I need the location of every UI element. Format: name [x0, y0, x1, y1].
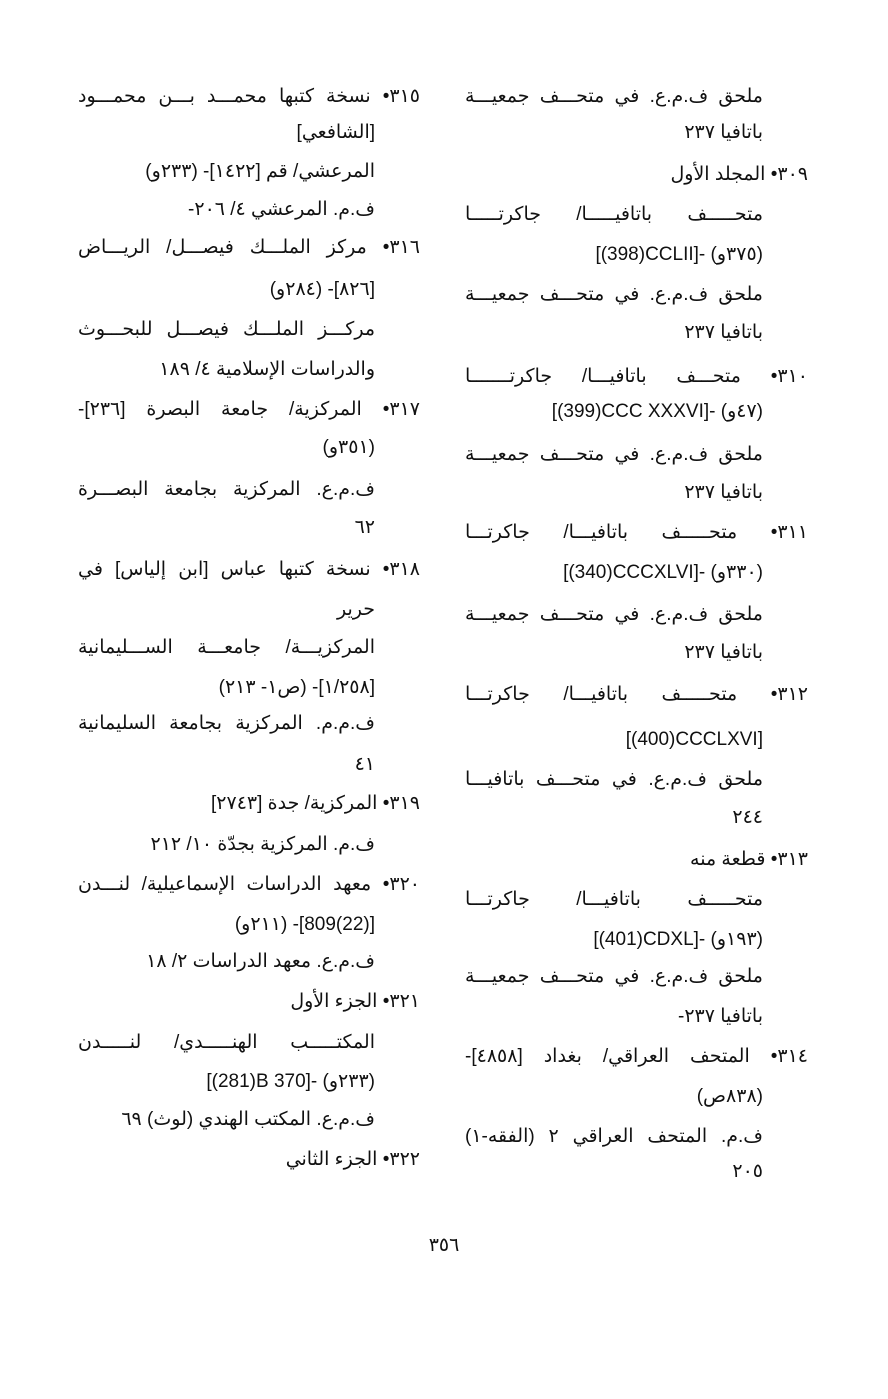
entry-text-line: متحـــــف باتافيـــــا/ جاكرتـــــا — [465, 204, 763, 225]
entry-text-line: [(400)CCCLXVI] — [625, 729, 763, 750]
entry-text-line: ف.م. المركزية بجدّة ١٠/ ٢١٢ — [150, 834, 375, 855]
entry-heading-line: ٣٠٩• المجلد الأول — [670, 164, 808, 185]
entry-text-line: ملحق ف.م.ع. في متحـــف جمعيـــة — [465, 284, 763, 305]
entry-text-line: ملحق ف.م.ع. في متحـــف باتافيـــا — [465, 769, 763, 790]
entry-text-line: ٢٠٥ — [732, 1161, 763, 1182]
entry-text-line: والدراسات الإسلامية ٤/ ١٨٩ — [159, 359, 375, 380]
entry-text-line: ٦٢ — [354, 517, 375, 538]
entry-heading-line: ٣١٤• المتحف العراقي/ بغداد [٤٨٥٨]- — [465, 1046, 808, 1067]
entry-text-line: ٤١ — [354, 754, 375, 775]
entry-text-line: ملحق ف.م.ع. في متحـــف جمعيـــة — [465, 86, 763, 107]
entry-text-line: ملحق ف.م.ع. في متحـــف جمعيـــة — [465, 444, 763, 465]
entry-text-line: ف.م. المرعشي ٤/ ٢٠٦- — [188, 199, 375, 220]
entry-text-line: متحـــــف باتافيـــا/ جاكرتـــا — [465, 889, 763, 910]
entry-text-line: حرير — [337, 599, 375, 620]
entry-text-line: المرعشي/ قم [١٤٢٢]- (٢٣٣و) — [145, 161, 375, 182]
entry-text-line: المكتـــــب الهنـــــدي/ لنـــــدن — [78, 1032, 375, 1053]
entry-heading-line: ٣١٥• نسخة كتبها محمـــد بـــن محمـــود — [78, 86, 420, 107]
entry-heading-line: ٣٢١• الجزء الأول — [290, 991, 420, 1012]
entry-text-line: باتافيا ٢٣٧ — [684, 122, 763, 143]
entry-text-line: [(401)CDXL]- (١٩٣و) — [593, 929, 763, 950]
entry-text-line: [(398)CCLII]- (٣٧٥و) — [595, 244, 763, 265]
right-column: ملحق ف.م.ع. في متحـــف جمعيـــة باتافيا ٢… — [465, 0, 808, 1300]
left-column: ٣١٥• نسخة كتبها محمـــد بـــن محمـــود [ا… — [78, 0, 420, 1300]
entry-text-line: باتافيا ٢٣٧ — [684, 642, 763, 663]
entry-text-line: ف.م. المتحف العراقي ٢ (الفقه-١) — [465, 1126, 763, 1147]
entry-heading-line: ٣١١• متحـــــف باتافيـــا/ جاكرتـــا — [465, 522, 808, 543]
entry-text-line: ٢٤٤ — [732, 807, 763, 828]
entry-text-line: ف.م.ع. المركزية بجامعة البصـــرة — [78, 479, 375, 500]
entry-text-line: ف.م.ع. معهد الدراسات ٢/ ١٨ — [146, 951, 375, 972]
entry-text-line: المركزيـــة/ جامعـــة الســـليمانية — [78, 637, 375, 658]
entry-text-line: باتافيا ٢٣٧- — [678, 1006, 763, 1027]
entry-heading-line: ٣٢٢• الجزء الثاني — [285, 1149, 420, 1170]
entry-text-line: ملحق ف.م.ع. في متحـــف جمعيـــة — [465, 966, 763, 987]
entry-text-line: (٣٥١و) — [322, 437, 375, 458]
entry-text-line: ف.م.ع. المكتب الهندي (لوث) ٦٩ — [121, 1109, 375, 1130]
entry-text-line: [١/٢٥٨]- (ص١- ٢١٣) — [218, 677, 375, 698]
entry-heading-line: ٣١٣• قطعة منه — [690, 849, 808, 870]
entry-text-line: ملحق ف.م.ع. في متحـــف جمعيـــة — [465, 604, 763, 625]
entry-text-line: [(340)CCCXLVI]- (٣٣٠و) — [563, 562, 763, 583]
entry-heading-line: ٣١٠• متحـــف باتافيـــا/ جاكرتـــــــا — [465, 366, 808, 387]
entry-heading-line: ٣١٩• المركزية/ جدة [٢٧٤٣] — [211, 793, 420, 814]
entry-text-line: [(399)CCC XXXVI]- (٤٧و) — [551, 401, 763, 422]
entry-heading-line: ٣١٦• مركز الملـــك فيصـــل/ الريـــاض — [78, 237, 420, 258]
entry-text-line: ف.م.م. المركزية بجامعة السليمانية — [78, 713, 375, 734]
entry-heading-line: ٣١٧• المركزية/ جامعة البصرة [٢٣٦]- — [78, 399, 420, 420]
entry-text-line: باتافيا ٢٣٧ — [684, 482, 763, 503]
entry-text-line: [الشافعي] — [296, 122, 375, 143]
entry-text-line: [(281)B 370]- (٢٣٣و) — [206, 1071, 375, 1092]
entry-text-line: مركـــز الملـــك فيصـــل للبحـــوث — [78, 319, 375, 340]
entry-text-line: باتافيا ٢٣٧ — [684, 322, 763, 343]
entry-heading-line: ٣١٢• متحـــــف باتافيـــا/ جاكرتـــا — [465, 684, 808, 705]
entry-text-line: [٨٢٦]- (٢٨٤و) — [269, 279, 375, 300]
page-number: ٣٥٦ — [428, 1235, 460, 1256]
entry-text-line: [(22)809]- (٢١١و) — [234, 914, 375, 935]
entry-heading-line: ٣٢٠• معهد الدراسات الإسماعيلية/ لنـــدن — [78, 874, 420, 895]
entry-heading-line: ٣١٨• نسخة كتبها عباس [ابن إلياس] في — [78, 559, 420, 580]
entry-text-line: (٨٣٨ص) — [696, 1086, 763, 1107]
